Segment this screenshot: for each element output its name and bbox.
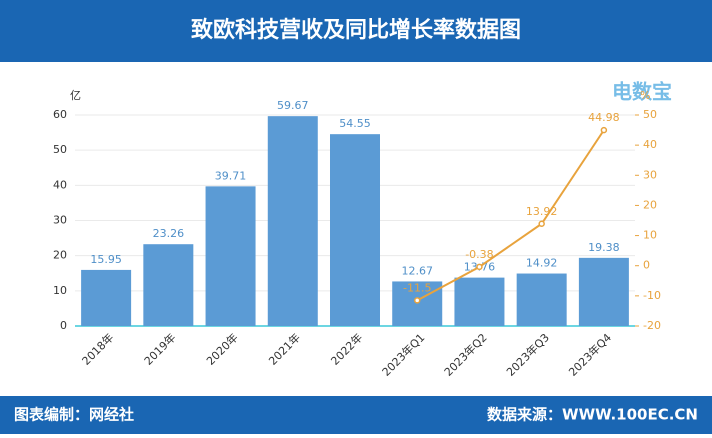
y2-tick-label: -20: [643, 319, 661, 332]
bar-value-label: 15.95: [90, 253, 122, 266]
y2-tick-label: 10: [643, 229, 657, 242]
y2-tick-label: 40: [643, 138, 657, 151]
y-tick-label: 30: [53, 214, 67, 227]
y2-tick-label: 0: [643, 259, 650, 272]
line-value-label: 44.98: [588, 111, 620, 124]
line-value-label: -11.5: [403, 281, 431, 294]
y2-tick-label: 30: [643, 168, 657, 181]
line-value-label: 13.92: [526, 205, 558, 218]
bar: [330, 134, 380, 326]
bar-value-label: 14.92: [526, 257, 558, 270]
bar: [578, 257, 629, 326]
bar: [454, 277, 505, 326]
y2-tick-label: 50: [643, 108, 657, 121]
bar: [267, 116, 318, 327]
header-band: [0, 0, 712, 62]
bar: [81, 269, 132, 326]
bar-value-label: 23.26: [153, 227, 185, 240]
y-tick-label: 20: [53, 249, 67, 262]
y2-tick-label: -10: [643, 289, 661, 302]
bar: [516, 273, 567, 326]
line-value-label: -0.38: [465, 248, 493, 261]
y-tick-label: 40: [53, 178, 67, 191]
bar-value-label: 19.38: [588, 241, 620, 254]
y-tick-label: 10: [53, 284, 67, 297]
line-point: [538, 220, 545, 228]
y-tick-label: 50: [53, 143, 67, 156]
footer-right: 数据来源：WWW.100EC.CN: [487, 406, 698, 424]
y-tick-label: 0: [60, 319, 67, 332]
footer-left: 图表编制：网经社: [14, 406, 134, 424]
logo: 电数宝: [612, 80, 672, 104]
bar-value-label: 12.67: [401, 264, 433, 277]
line-point: [476, 263, 483, 271]
y2-tick-label: 20: [643, 198, 657, 211]
bar-value-label: 54.55: [339, 117, 371, 130]
bar: [392, 281, 443, 326]
line-point: [413, 297, 421, 304]
y-axis-label: 亿: [70, 89, 81, 102]
line-point: [600, 126, 608, 134]
bar-value-label: 39.71: [215, 169, 247, 182]
footer-band: [0, 396, 712, 434]
y2-axis-label: %: [640, 89, 650, 102]
y-tick-label: 60: [53, 108, 67, 121]
bar-value-label: 59.67: [277, 99, 309, 112]
chart-title: 致欧科技营收及同比增长率数据图: [191, 17, 521, 43]
line: [416, 129, 605, 302]
bar: [205, 186, 256, 326]
bar: [143, 244, 194, 326]
